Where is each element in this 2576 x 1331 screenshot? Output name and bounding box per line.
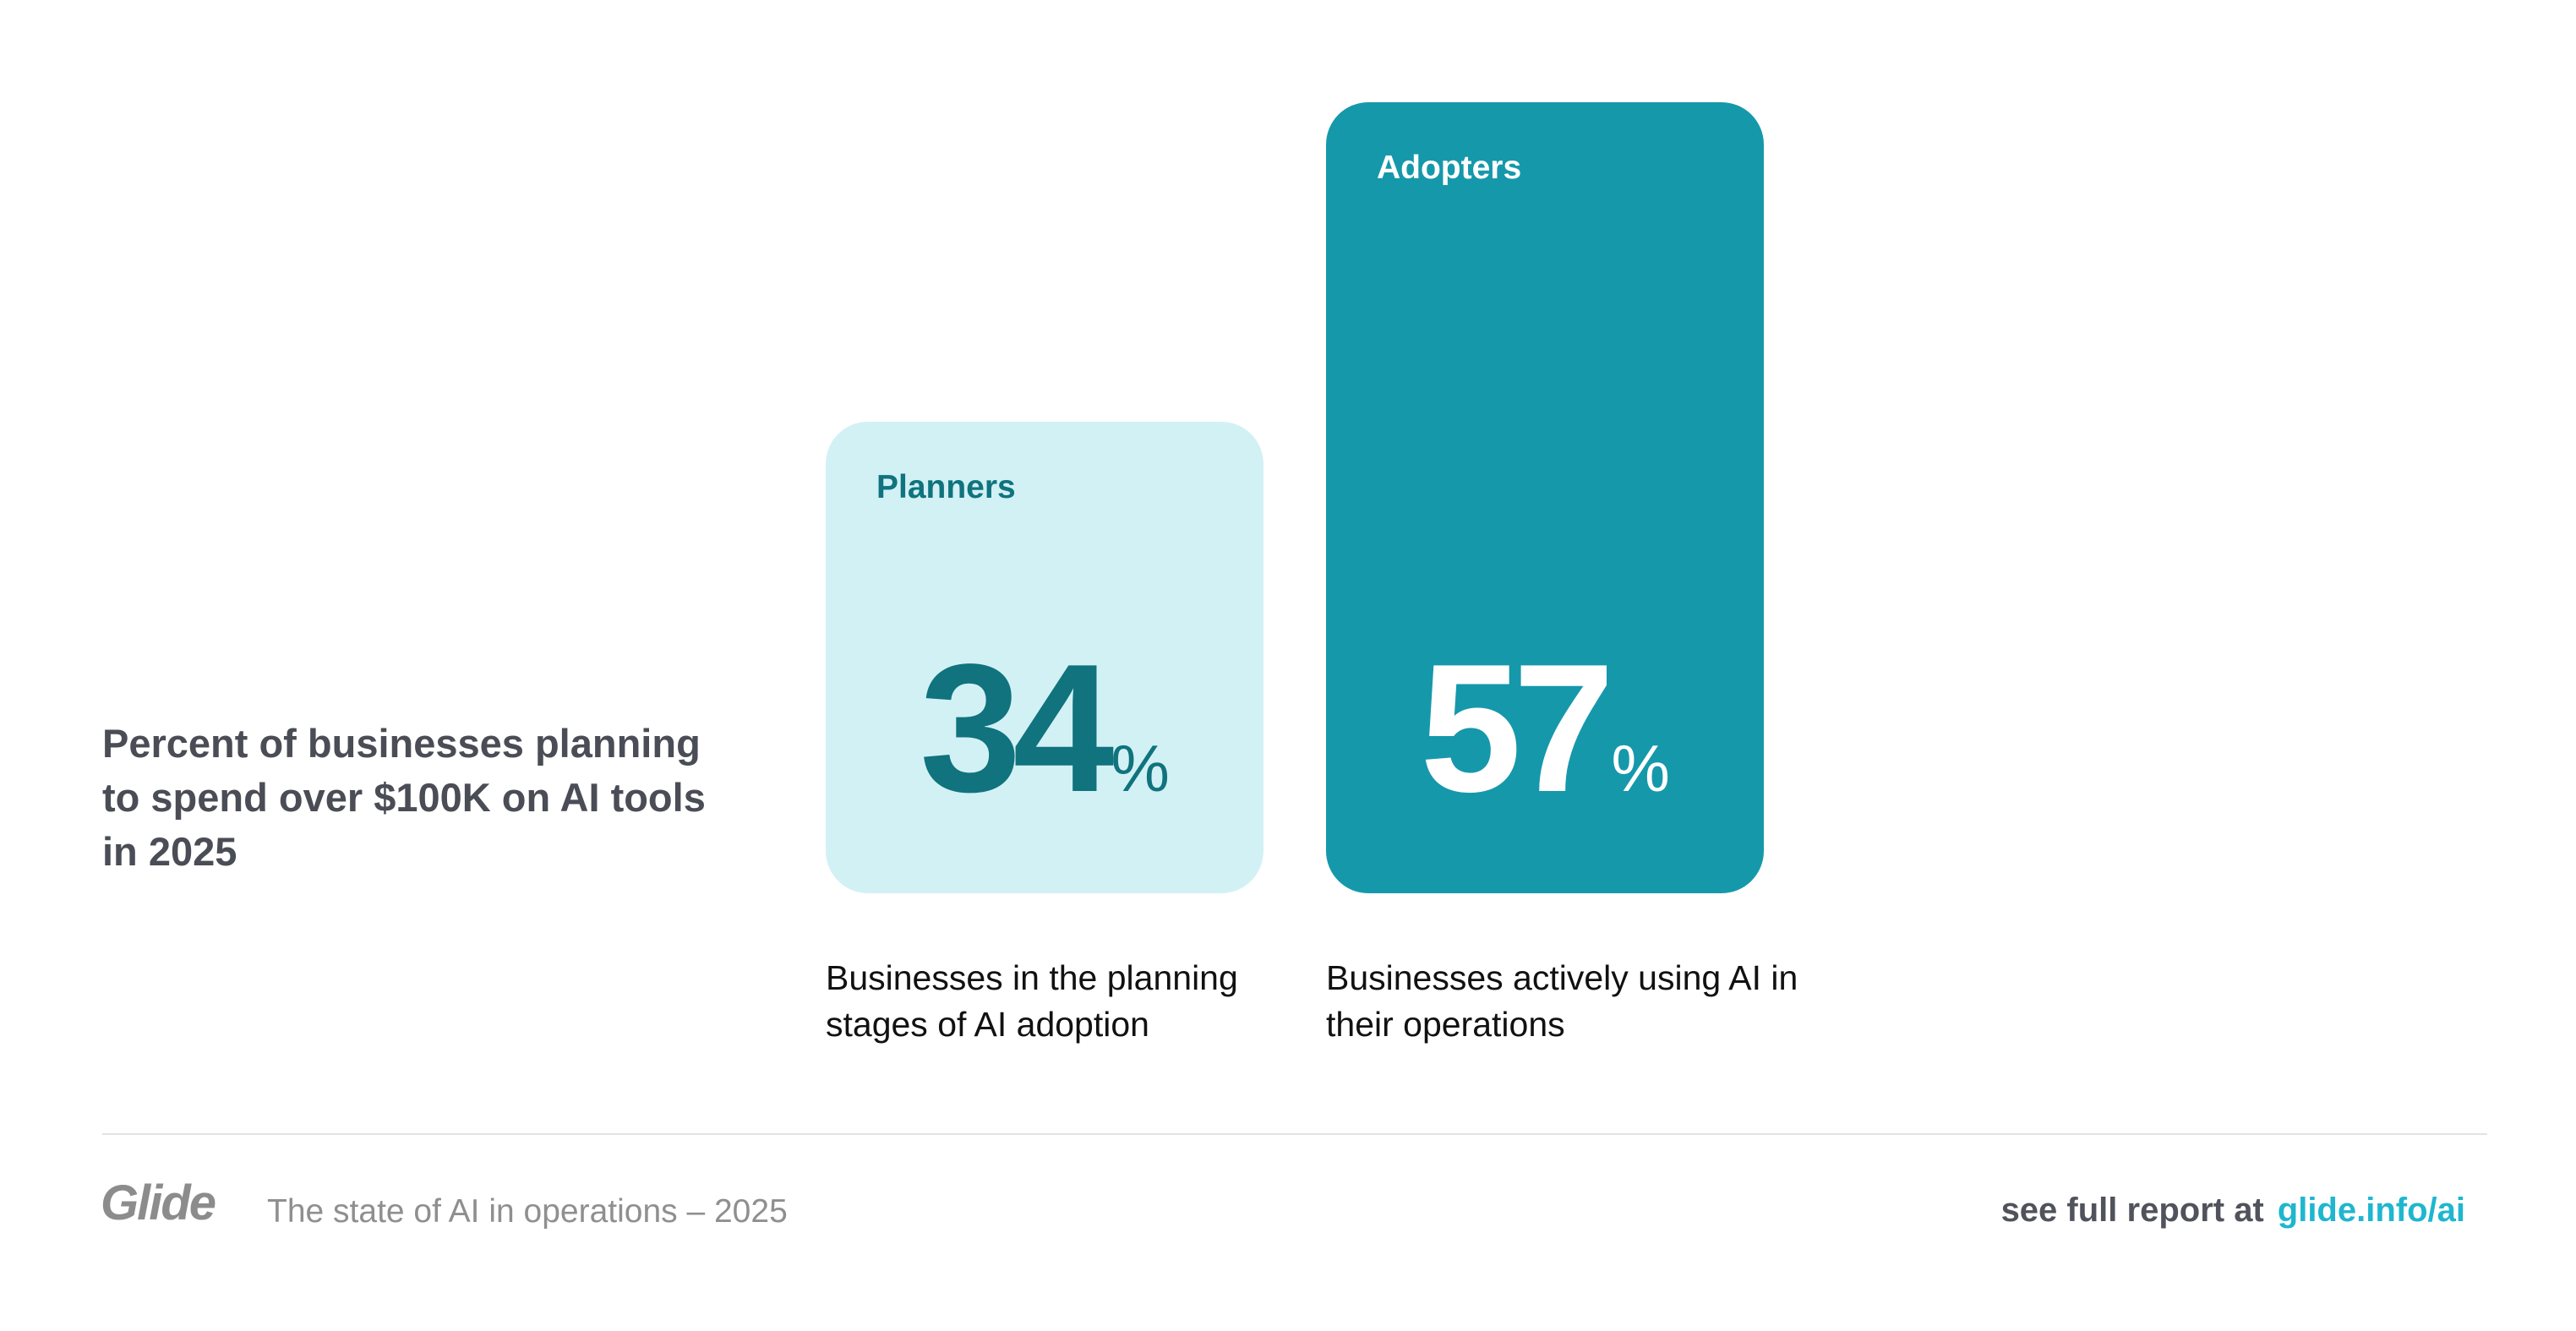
caption-planners: Businesses in the planning stages of AI …	[826, 958, 1238, 1044]
footer-subtitle: The state of AI in operations – 2025	[267, 1193, 788, 1230]
caption-adopters: Businesses actively using AI in their op…	[1326, 958, 1798, 1044]
bar-value-planners: 34%	[920, 625, 1170, 830]
bar-label-adopters: Adopters	[1377, 150, 1522, 186]
glide-logo: Glide	[101, 1176, 216, 1230]
report-link[interactable]: glide.info/ai	[2277, 1192, 2465, 1229]
divider	[102, 1133, 2487, 1135]
report-cta: see full report at glide.info/ai	[2001, 1192, 2465, 1230]
chart-title: Percent of businesses planning to spend …	[102, 721, 706, 874]
report-prefix: see full report at	[2000, 1192, 2264, 1229]
bar-label-planners: Planners	[876, 468, 1016, 505]
bar-adopters: Adopters 57%	[1326, 102, 1764, 893]
bar-value-adopters: 57%	[1420, 625, 1670, 830]
bar-planners: Planners 34%	[826, 421, 1263, 893]
